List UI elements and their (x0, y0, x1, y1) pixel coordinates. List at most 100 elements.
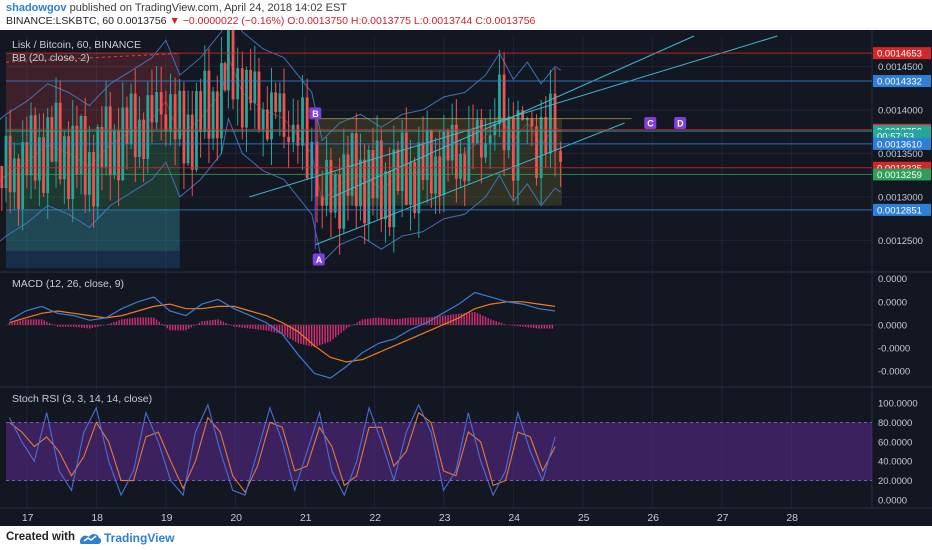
candle-body (388, 171, 392, 228)
channel-lower (315, 122, 625, 246)
candle-body (359, 159, 362, 207)
tradingview-brand[interactable]: TradingView (104, 531, 175, 545)
candle-body (146, 95, 150, 159)
candle-body (446, 131, 450, 161)
candle-body (50, 117, 54, 162)
macd-pane-title: MACD (12, 26, close, 9) (12, 278, 124, 290)
author-link[interactable]: shadowgov (6, 2, 67, 14)
candle-body (354, 133, 358, 207)
candle-body (195, 91, 198, 170)
candle-body (539, 116, 543, 179)
candle-body (129, 93, 133, 144)
price-tick-label: 0.0012500 (878, 236, 923, 247)
pattern-point-d (674, 116, 687, 129)
candle-body (4, 135, 8, 189)
candle-body (215, 91, 219, 139)
candle-body (71, 125, 75, 200)
candle-body (516, 110, 520, 181)
candle-body (270, 92, 273, 140)
candle-body (325, 159, 328, 206)
candle-body (553, 93, 557, 151)
candle-body (42, 137, 45, 193)
stoch-tick-label: 20.0000 (878, 476, 912, 487)
candle-body (0, 166, 4, 189)
candle-body (133, 93, 137, 158)
candle-body (17, 158, 20, 210)
candle-body (83, 116, 87, 195)
candle-body (549, 93, 552, 154)
price-tick-label: 0.0013000 (878, 192, 923, 203)
time-tick-label: 23 (439, 512, 451, 524)
candle-body (245, 69, 248, 128)
price-tick-label: 0.0013500 (878, 149, 923, 160)
candle-body (54, 102, 58, 162)
candle-body (33, 115, 37, 181)
publish-info: shadowgov published on TradingView.com, … (6, 2, 347, 14)
stoch-d-line (9, 411, 556, 494)
candle-body (257, 71, 261, 131)
price-tick-label: 0.0014500 (878, 62, 923, 73)
time-tick-label: 21 (300, 512, 312, 524)
candle-body (207, 70, 211, 139)
candle-body (182, 90, 186, 164)
macd-signal-line (9, 301, 556, 363)
macd-tick-label: 0.0000 (878, 297, 907, 308)
candle-body (249, 69, 253, 104)
stoch-k-line (9, 403, 556, 497)
candle-body (173, 94, 177, 140)
candle-body (417, 142, 421, 214)
candle-body (421, 142, 425, 181)
candle-body (253, 71, 257, 104)
level-label: 0.0014332 (877, 77, 922, 88)
candle-body (484, 143, 487, 158)
candle-body (12, 158, 16, 193)
pattern-point-a (312, 253, 325, 266)
candle-body (96, 126, 100, 207)
candle-body (79, 116, 83, 174)
pattern-point-label: A (316, 255, 323, 265)
channel-upper (332, 35, 695, 198)
candle-body (231, 30, 235, 100)
candle-body (278, 93, 282, 112)
tradingview-logo-icon[interactable] (78, 530, 102, 546)
candle-body (155, 92, 158, 123)
time-tick-label: 20 (230, 512, 242, 524)
stoch-tick-label: 40.0000 (878, 457, 912, 468)
candle-body (400, 132, 404, 191)
macd-tick-label: -0.0000 (878, 344, 910, 355)
created-with-text: Created with (6, 531, 76, 543)
level-label: 0.0013610 (877, 139, 922, 150)
time-tick-label: 22 (369, 512, 381, 524)
candle-body (384, 171, 387, 220)
candle-body (450, 124, 454, 161)
candle-body (164, 114, 168, 132)
published-text: published on TradingView.com, April 24, … (69, 2, 348, 14)
pattern-point-label: B (312, 109, 319, 119)
pattern-point-b (309, 107, 322, 120)
candle-body (442, 131, 446, 196)
candle-body (291, 124, 295, 143)
time-tick-label: 26 (647, 512, 659, 524)
candle-body (507, 116, 511, 151)
candle-body (346, 154, 350, 196)
candle-body (46, 117, 50, 193)
candle-body (498, 74, 501, 125)
time-tick-label: 17 (22, 512, 34, 524)
chart-area[interactable]: 0.0014500 0.0014000 0.0013500 0.0013000 0.00… (0, 30, 932, 526)
pattern-point-label: C (647, 118, 654, 128)
candle-body (88, 151, 91, 195)
candle-body (329, 159, 333, 213)
candle-body (29, 115, 33, 176)
candle-body (104, 106, 108, 167)
candle-body (409, 162, 412, 205)
candle-body (320, 196, 324, 206)
candle-body (525, 118, 529, 121)
chart-svg[interactable]: 0.0014500 0.0014000 0.0013500 0.0013000 0.00… (0, 30, 932, 526)
candle-body (178, 90, 182, 140)
time-tick-label: 24 (508, 512, 520, 524)
candle-body (363, 159, 367, 224)
candle-body (530, 118, 534, 127)
candle-body (223, 63, 227, 91)
candle-body (535, 126, 538, 179)
candle-body (25, 142, 29, 176)
